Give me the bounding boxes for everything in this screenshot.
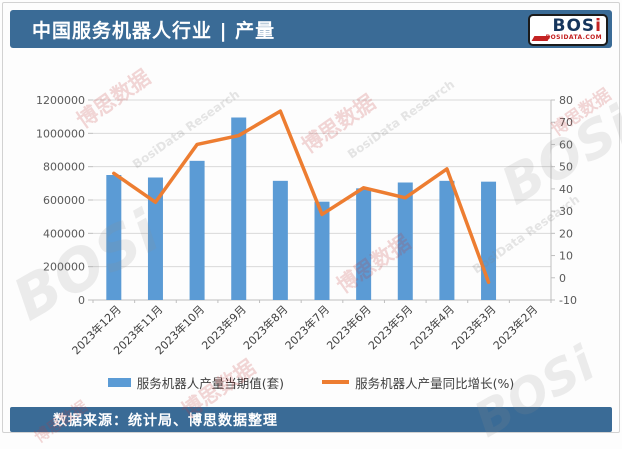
right-axis-tick-label: 70 xyxy=(559,116,573,129)
page-title: 中国服务机器人行业 | 产量 xyxy=(32,19,276,42)
logo-ribbon-icon xyxy=(531,36,551,41)
logo-text: BOSi xyxy=(552,16,602,36)
header: 中国服务机器人行业 | 产量 BOSi BOSIDATA.COM xyxy=(10,10,612,48)
logo-subtext: BOSIDATA.COM xyxy=(545,34,602,41)
bar xyxy=(147,177,163,300)
bar xyxy=(314,201,330,300)
legend-item-bars: 服务机器人产量当期值(套) xyxy=(107,373,285,392)
right-axis-tick-label: 10 xyxy=(559,250,573,263)
bar xyxy=(356,188,372,300)
right-axis-tick-label: 40 xyxy=(559,183,573,196)
logo-accent: i xyxy=(595,16,602,36)
data-source-text: 数据来源：统计局、博思数据整理 xyxy=(53,412,278,429)
x-axis-category-label: 2023年2月 xyxy=(490,302,540,352)
legend: 服务机器人产量当期值(套) 服务机器人产量同比增长(%) xyxy=(0,371,622,393)
legend-item-line: 服务机器人产量同比增长(%) xyxy=(322,373,514,392)
chart-svg: 0 200000 400000 600000 800000 1000000 1200000 -… xyxy=(36,94,577,357)
right-axis-tick-label: 50 xyxy=(559,161,573,174)
right-axis-tick-label: 30 xyxy=(559,205,573,218)
bosi-logo: BOSi BOSIDATA.COM xyxy=(528,14,608,46)
bar xyxy=(189,160,205,300)
left-axis-tick-label: 800000 xyxy=(43,161,85,174)
right-axis-tick-label: 60 xyxy=(559,138,573,151)
legend-line-label: 服务机器人产量同比增长(%) xyxy=(355,375,515,391)
legend-bar-swatch xyxy=(107,377,131,387)
left-axis-tick-label: 1200000 xyxy=(36,94,85,107)
bar xyxy=(397,182,413,300)
right-axis-tick-label: 80 xyxy=(559,94,573,107)
left-axis-tick-label: 600000 xyxy=(43,194,85,207)
left-axis-tick-label: 0 xyxy=(78,294,85,307)
legend-bar-label: 服务机器人产量当期值(套) xyxy=(136,375,285,391)
right-axis-tick-label: 20 xyxy=(559,227,573,240)
bar xyxy=(106,175,122,300)
line-series xyxy=(112,109,491,284)
right-axis-tick-label: -10 xyxy=(559,294,577,307)
right-axis-tick-label: 0 xyxy=(559,272,566,285)
bar xyxy=(439,180,455,300)
left-axis-tick-label: 1000000 xyxy=(36,127,85,140)
left-axis-tick-label: 400000 xyxy=(43,227,85,240)
footer: 数据来源：统计局、博思数据整理 xyxy=(10,407,612,432)
bar xyxy=(231,117,247,300)
bar xyxy=(272,180,288,300)
legend-line-swatch xyxy=(322,380,350,384)
left-axis-tick-label: 200000 xyxy=(43,261,85,274)
